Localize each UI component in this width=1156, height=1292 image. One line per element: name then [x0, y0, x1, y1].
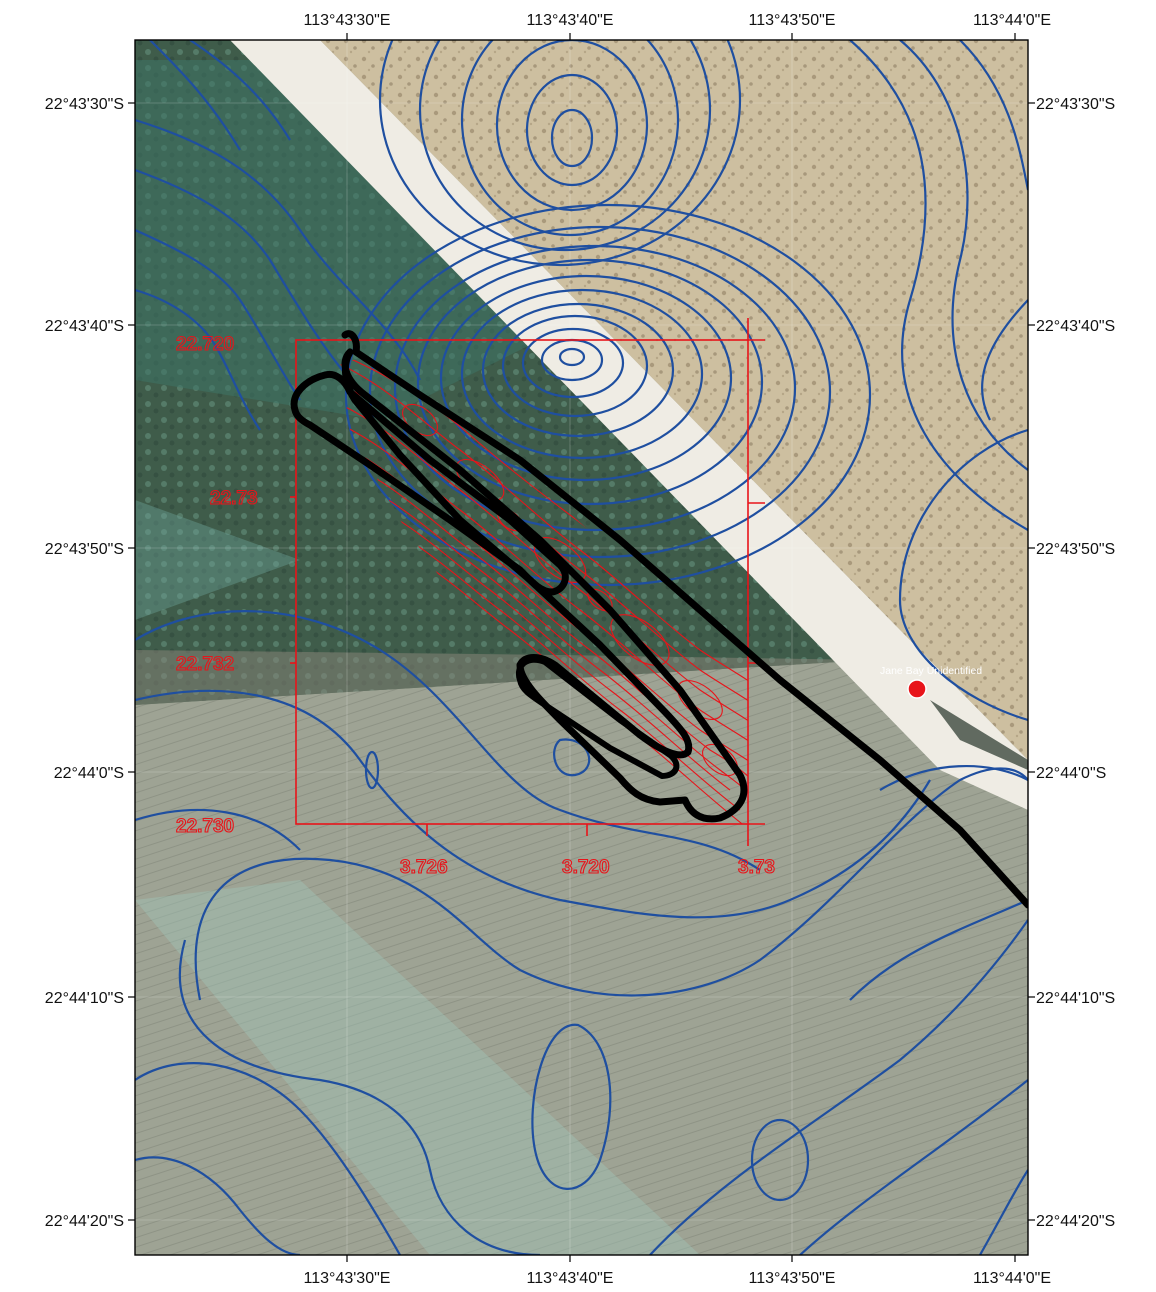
- contour: [368, 225, 832, 559]
- contour: [481, 302, 675, 438]
- inset-y-label: 22.730: [176, 816, 234, 837]
- contour: [799, 1079, 1028, 1255]
- contour: [959, 40, 1028, 191]
- left-latitude-label: 22°44'0"S: [54, 765, 124, 782]
- contour: [898, 428, 1028, 722]
- right-latitude-label: 22°44'10"S: [1036, 990, 1115, 1007]
- top-longitude-label: 113°43'50"E: [749, 12, 836, 29]
- blue-contours: [135, 40, 1028, 1255]
- bottom-longitude-label: 113°43'50"E: [749, 1270, 836, 1287]
- contour: [393, 244, 797, 532]
- track-loop: [341, 348, 748, 823]
- contour: [750, 1118, 810, 1202]
- contour: [135, 288, 261, 431]
- contour: [849, 898, 1028, 1001]
- contour: [525, 73, 619, 187]
- shallow-water-band: [135, 880, 700, 1255]
- inset-x-label: 3.726: [400, 857, 448, 878]
- contour: [178, 939, 541, 1255]
- contour: [495, 40, 649, 212]
- contour: [521, 327, 625, 399]
- contour: [189, 40, 291, 141]
- contour: [416, 258, 764, 506]
- track-loop: [515, 656, 680, 779]
- top-longitude-label: 113°43'40"E: [527, 12, 614, 29]
- right-latitude-label: 22°43'30"S: [1036, 96, 1115, 113]
- right-latitude-label: 22°44'20"S: [1036, 1213, 1115, 1230]
- contour: [558, 347, 586, 367]
- right-latitude-label: 22°43'40"S: [1036, 318, 1115, 335]
- map-frame: [134, 39, 1029, 1256]
- contour: [649, 919, 1028, 1255]
- site-marker[interactable]: Jane Bay Unidentified: [880, 665, 982, 699]
- contour: [501, 314, 649, 418]
- contour: [460, 40, 680, 237]
- left-latitude-label: 22°44'20"S: [45, 1213, 124, 1230]
- left-latitude-label: 22°44'10"S: [45, 990, 124, 1007]
- contour: [899, 40, 1028, 471]
- contour: [135, 1156, 301, 1255]
- inset-x-label: 3.720: [562, 857, 610, 878]
- contour: [460, 288, 704, 460]
- tick-marks: [128, 33, 1035, 1262]
- bottom-longitude-label: 113°44'0"E: [973, 1270, 1051, 1287]
- contour: [531, 1023, 612, 1190]
- left-latitude-label: 22°43'40"S: [45, 318, 124, 335]
- track-line: [341, 330, 1028, 909]
- inset-y-label: 22.720: [176, 334, 234, 355]
- left-latitude-label: 22°43'50"S: [45, 541, 124, 558]
- site-label: Jane Bay Unidentified: [880, 665, 982, 677]
- contour: [378, 40, 742, 267]
- right-latitude-label: 22°43'50"S: [1036, 541, 1115, 558]
- contour: [879, 764, 1028, 791]
- inset-y-label: 22.732: [176, 654, 234, 675]
- top-longitude-label: 113°44'0"E: [973, 12, 1051, 29]
- contour: [135, 1062, 401, 1255]
- top-longitude-label: 113°43'30"E: [304, 12, 391, 29]
- inset-y-label: 22.73: [210, 488, 258, 509]
- contour: [194, 767, 1028, 1001]
- contour: [418, 40, 712, 252]
- contour: [135, 808, 301, 851]
- satellite-imagery: [135, 40, 1028, 1255]
- contour: [135, 610, 761, 871]
- bottom-longitude-label: 113°43'40"E: [527, 1270, 614, 1287]
- contour: [135, 228, 301, 401]
- bottom-longitude-label: 113°43'30"E: [304, 1270, 391, 1287]
- contour: [550, 108, 594, 168]
- contour: [979, 1169, 1028, 1255]
- contour: [981, 299, 1028, 421]
- contour: [135, 118, 421, 381]
- contour: [364, 750, 380, 790]
- contour: [439, 274, 733, 482]
- survey-frame: [295, 339, 749, 825]
- left-latitude-label: 22°43'30"S: [45, 96, 124, 113]
- contour: [149, 40, 241, 151]
- contour: [344, 203, 872, 587]
- survey-tracks: [290, 330, 1028, 909]
- contour: [135, 689, 931, 919]
- track-loop: [290, 370, 569, 596]
- site-dot-icon[interactable]: [907, 679, 927, 699]
- inset-x-label: 3.73: [738, 857, 775, 878]
- contour: [135, 168, 361, 391]
- right-latitude-label: 22°44'0"S: [1036, 765, 1106, 782]
